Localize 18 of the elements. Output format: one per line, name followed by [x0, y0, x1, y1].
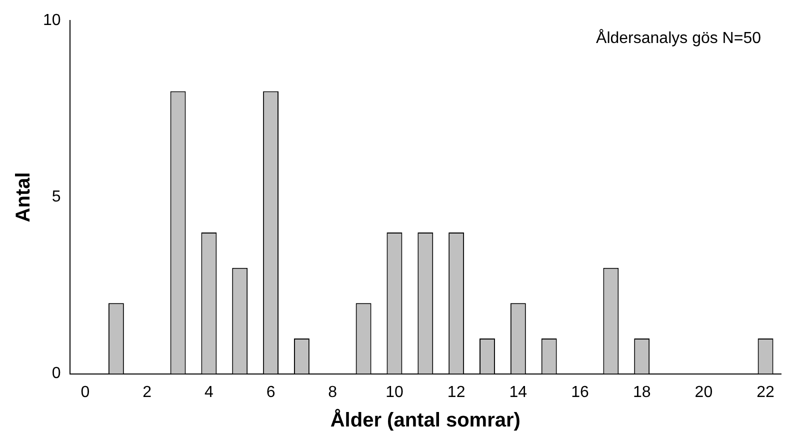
x-tick-label: 2 [142, 384, 152, 401]
x-tick-label: 18 [632, 384, 651, 401]
x-tick-label: 14 [509, 384, 528, 401]
y-axis-title: Antal [12, 172, 35, 222]
x-tick-label: 12 [447, 384, 466, 401]
x-tick-label: 20 [694, 384, 713, 401]
y-tick-label: 5 [52, 188, 61, 206]
x-tick-label: 16 [571, 384, 590, 401]
y-tick-label: 0 [52, 365, 61, 382]
x-tick-label: 8 [328, 384, 338, 401]
x-tick-label: 4 [204, 384, 214, 401]
annotation: Åldersanalys gös N=50 [596, 29, 762, 48]
x-tick-label: 6 [266, 384, 276, 401]
x-axis-title: Ålder (antal somrar) [330, 408, 520, 432]
y-tick-label: 10 [43, 12, 61, 30]
x-tick-label: 0 [80, 384, 90, 401]
x-tick-label: 10 [386, 384, 404, 401]
x-tick-label: 22 [756, 384, 775, 401]
